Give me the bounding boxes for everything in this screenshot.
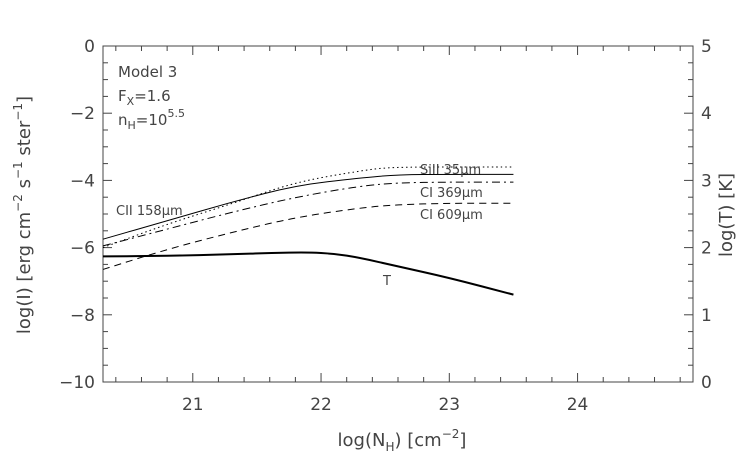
series-line-cii-158-m [102, 173, 514, 240]
x-tick-label: 23 [438, 395, 460, 415]
series-label-ci-369-m: CI 369μm [420, 186, 483, 201]
y-tick-label-left: −4 [70, 171, 95, 191]
model-annotation: Model 3 [118, 63, 177, 81]
series-line-ci-609-m [102, 202, 514, 270]
y-tick-label-left: −6 [70, 239, 95, 259]
series-label-siii-35-m: SiII 35μm [420, 163, 481, 178]
y-tick-label-right: 0 [701, 373, 712, 393]
series-line-ci-369-m [102, 181, 514, 247]
x-tick-label: 24 [567, 395, 589, 415]
y-tick-label-right: 4 [701, 104, 712, 124]
nh-eq: =10 [136, 111, 168, 129]
series-label-ci-609-m: CI 609μm [420, 208, 483, 223]
nh-sub: H [128, 119, 136, 132]
series-labels: CII 158μm SiII 35μm CI 369μm CI 609μm T [116, 163, 483, 289]
y-tick-label-right: 3 [701, 171, 712, 191]
y-axis-label-left: log(I) [erg cm−2 s−1 ster−1] [11, 96, 35, 334]
y-tick-label-right: 2 [701, 239, 712, 259]
y-axis-label-right: log(T) [K] [716, 173, 737, 257]
nh-sup: 5.5 [167, 107, 185, 120]
series-group [102, 166, 514, 296]
series-label-t: T [382, 274, 391, 289]
x-tick-label: 22 [310, 395, 332, 415]
nh-annotation: nH=105.5 [118, 107, 185, 132]
x-axis-label: log(NH) [cm−2] [338, 427, 467, 454]
y-tick-label-left: −8 [70, 306, 95, 326]
fx-value: =1.6 [134, 87, 170, 105]
y-tick-label-left: −10 [59, 373, 95, 393]
fx-sub: X [127, 95, 135, 108]
y-tick-label-right: 1 [701, 306, 712, 326]
fx-annotation: FX=1.6 [118, 87, 171, 108]
axis-ticks [103, 45, 693, 383]
x-tick-label: 21 [182, 395, 204, 415]
y-tick-label-left: 0 [84, 37, 95, 57]
y-tick-label-right: 5 [701, 37, 712, 57]
nh-base: n [118, 111, 128, 129]
series-line-t [102, 251, 514, 296]
fx-base: F [118, 87, 127, 105]
y-tick-label-left: −2 [70, 104, 95, 124]
series-label-cii-158-m: CII 158μm [116, 204, 183, 219]
